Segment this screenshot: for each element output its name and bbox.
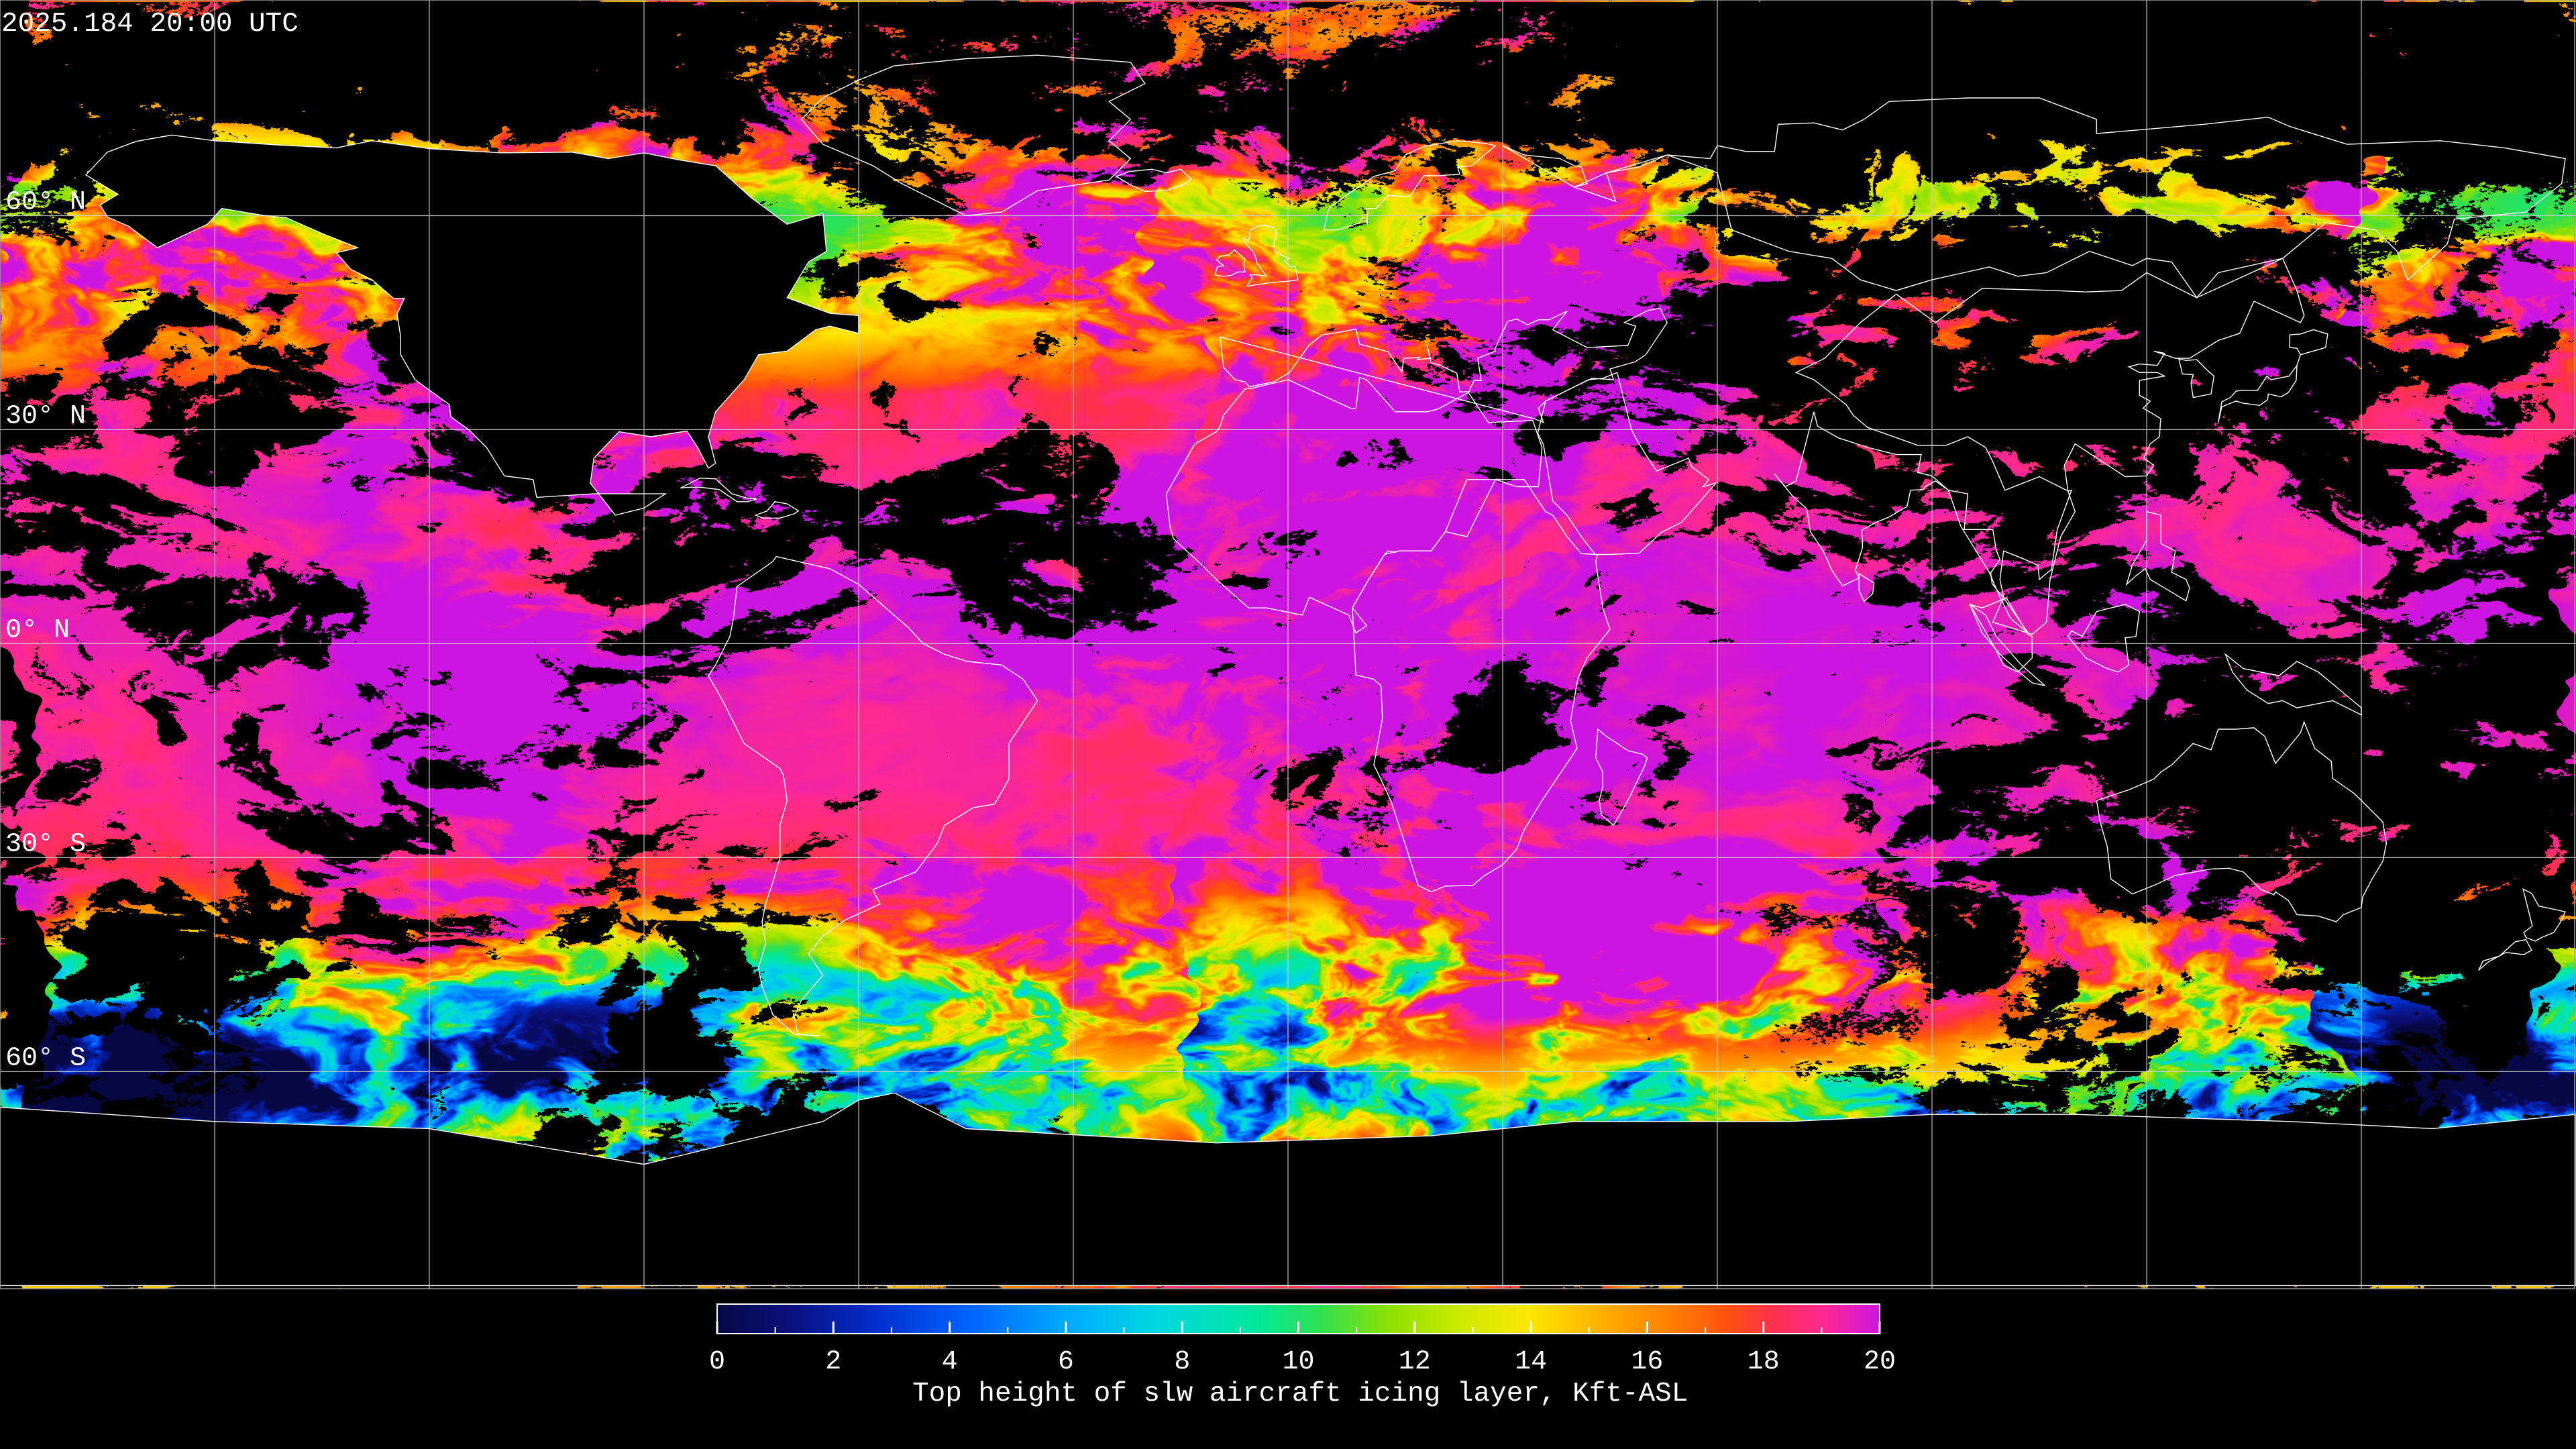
svg-text:30° N: 30° N [5,401,86,431]
svg-text:4: 4 [942,1347,958,1377]
svg-text:16: 16 [1631,1347,1663,1377]
svg-text:6: 6 [1058,1347,1074,1377]
svg-text:2025.184 20:00 UTC: 2025.184 20:00 UTC [1,9,299,40]
svg-text:30° S: 30° S [5,829,86,859]
svg-text:60° S: 60° S [5,1043,86,1073]
svg-text:20: 20 [1864,1347,1896,1377]
svg-text:14: 14 [1515,1347,1547,1377]
svg-text:Top height of slw aircraft ici: Top height of slw aircraft icing layer, … [912,1379,1688,1409]
svg-text:12: 12 [1399,1347,1431,1377]
svg-text:60° N: 60° N [5,187,86,217]
svg-text:0: 0 [709,1347,725,1377]
svg-text:8: 8 [1174,1347,1190,1377]
svg-text:10: 10 [1282,1347,1314,1377]
svg-text:2: 2 [825,1347,841,1377]
svg-text:0° N: 0° N [5,615,70,645]
svg-text:18: 18 [1748,1347,1780,1377]
